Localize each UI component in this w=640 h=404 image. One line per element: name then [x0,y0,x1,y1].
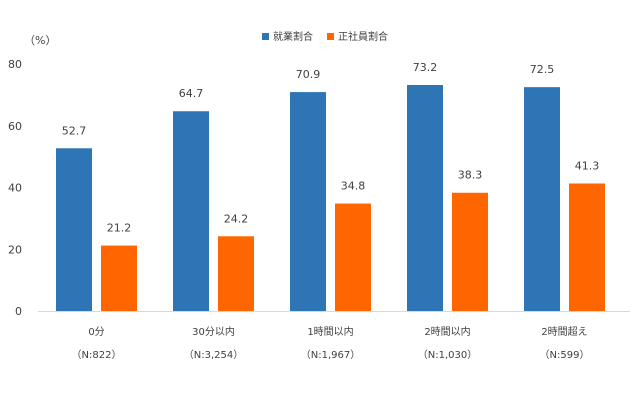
bar [524,87,560,311]
x-sample-size-label: （N:1,967） [301,349,360,361]
x-tick-label: 0分 [88,326,104,338]
data-label: 52.7 [62,124,87,137]
y-axis-ticks: 0 20 40 60 80 [8,58,22,318]
data-label: 41.3 [575,159,600,172]
data-label: 73.2 [413,61,438,74]
data-label: 21.2 [107,222,132,235]
legend-label: 正社員割合 [338,30,388,43]
legend-label: 就業割合 [273,30,313,43]
data-label: 38.3 [458,169,483,182]
x-tick-label: 2時間超え [541,325,587,338]
y-tick-label: 0 [15,305,22,318]
legend-swatch [327,33,334,40]
bar [569,183,605,311]
x-tick-label: 1時間以内 [307,325,353,338]
bar [335,203,371,311]
bar [101,245,137,311]
y-tick-label: 40 [8,182,22,195]
legend: 就業割合 正社員割合 [262,30,388,43]
y-tick-label: 60 [8,120,22,133]
y-tick-label: 20 [8,243,22,256]
x-tick-label: 2時間以内 [424,325,470,338]
data-label: 64.7 [179,87,204,100]
y-tick-label: 80 [8,58,22,71]
x-sample-size-label: （N:1,030） [418,349,477,361]
data-label: 24.2 [224,212,249,225]
bar [407,84,443,312]
x-sample-size-label: （N:822） [72,349,122,361]
bars: 52.7 21.2 64.7 24.2 70.9 34.8 73.2 38.3 72.5 41.3 [56,61,605,312]
legend-swatch [262,33,269,40]
x-sample-size-label: （N:599） [540,349,590,361]
data-label: 72.5 [530,63,555,76]
x-axis-labels: 0分 （N:822） 30分以内 （N:3,254） 1時間以内 （N:1,967） 2時間… [72,325,590,361]
bar [218,236,254,311]
x-tick-label: 30分以内 [192,325,235,338]
data-label: 70.9 [296,68,321,81]
y-unit-label: （%） [24,34,56,47]
bar [56,148,92,311]
bar [452,192,488,311]
bar [173,111,209,312]
data-label: 34.8 [341,180,366,193]
x-sample-size-label: （N:3,254） [184,349,243,361]
bar [290,92,326,311]
